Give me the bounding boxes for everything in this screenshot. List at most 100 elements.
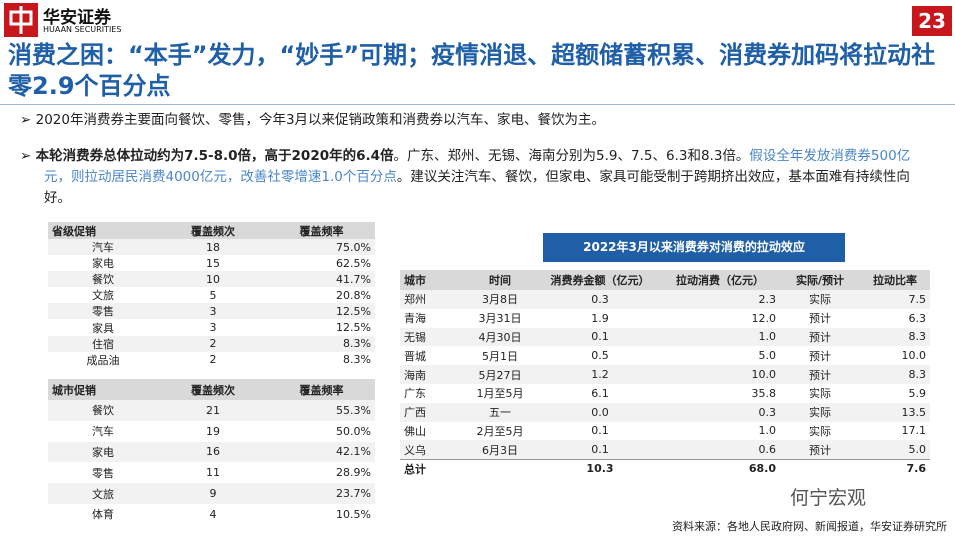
cell: 4月30日 (460, 327, 540, 347)
cell: 预计 (809, 312, 831, 326)
cell: 汽车 (92, 425, 114, 439)
cell: 18 (158, 239, 268, 256)
header-cell: 消费券金额（亿元） (540, 270, 660, 290)
cell: 汽车 (48, 239, 158, 256)
city-table: 城市促销 覆盖频次 覆盖频率 餐饮 21 55.3% 汽车 19 50.0% 家电 16 42.1% 零… (48, 379, 375, 525)
cell: 餐饮 (48, 400, 158, 421)
header-cell: 城市促销 (48, 379, 158, 400)
header-cell: 覆盖频次 (158, 222, 268, 239)
cell: 7.6 (906, 462, 927, 476)
cell: 5.0 (860, 440, 930, 460)
cell: 4 (209, 507, 217, 521)
cell: 文旅 (48, 483, 158, 504)
cell: 8.3% (343, 353, 371, 367)
cell: 15 (206, 256, 220, 270)
row: 海南 5月27日 1.2 10.0 预计 8.3 (400, 365, 930, 384)
row: 广西 五一 0.0 0.3 实际 13.5 (400, 402, 930, 422)
bullet-text: 2020年消费券主要面向餐饮、零售，今年3月以来促销政策和消费券以汽车、家电、餐… (35, 112, 606, 128)
header-cell: 覆盖频率 (268, 222, 375, 239)
cell: 餐饮 (48, 271, 158, 288)
header-cell: 省级促销 (48, 222, 158, 239)
cell: 11 (206, 466, 220, 480)
source: 资料来源：各地人民政府网、新闻报道，华安证券研究所 (672, 520, 947, 533)
cell: 实际 (809, 424, 831, 438)
row: 家具 3 12.5% (48, 319, 375, 335)
cell: 16 (158, 441, 268, 463)
cell: 42.1% (268, 441, 375, 463)
slide-title: 消费之困：“本手”发力，“妙手”可期；疫情消退、超额储蓄积累、消费券加码将拉动社… (8, 41, 936, 100)
cell: 住宿 (48, 335, 158, 352)
bullet-text: 。广东、郑州、无锡、海南分别为5.9、7.5、6.3和8.3倍。 (393, 148, 750, 164)
row: 汽车 19 50.0% (48, 421, 375, 442)
cell: 10.0 (901, 349, 927, 363)
cell: 3月8日 (460, 290, 540, 309)
row: 成品油 2 8.3% (48, 352, 375, 368)
cell: 零售 (92, 466, 114, 480)
cell: 3 (209, 321, 217, 335)
cell: 28.9% (336, 466, 371, 480)
cell: 12.0 (751, 311, 777, 325)
cell: 晋城 (404, 349, 426, 363)
row: 汽车 18 75.0% (48, 239, 375, 256)
cell: 0.3 (660, 402, 780, 422)
effect-table: 城市 时间 消费券金额（亿元） 拉动消费（亿元） 实际/预计 拉动比率 郑州 3月8日 0.3 2… (400, 270, 930, 478)
province-table: 省级促销 覆盖频次 覆盖频率 汽车 18 75.0% 家电 15 62.5% 餐饮 10 41.7% 文… (48, 222, 375, 368)
cell: 5月1日 (482, 349, 518, 363)
cell: 9 (158, 483, 268, 504)
row: 体育 4 10.5% (48, 504, 375, 525)
page-number: 23 (912, 6, 952, 36)
cell: 1.2 (540, 365, 660, 384)
cell: 1.0 (660, 327, 780, 347)
cell: 20.8% (336, 288, 371, 302)
cell: 50.0% (336, 424, 371, 438)
cell: 预计 (780, 440, 860, 460)
cell: 0.5 (591, 349, 609, 363)
header-row: 城市 时间 消费券金额（亿元） 拉动消费（亿元） 实际/预计 拉动比率 (400, 270, 930, 290)
cell: 62.5% (336, 256, 371, 270)
cell: 35.8 (751, 386, 777, 400)
cell: 2 (158, 335, 268, 352)
cell: 10.0 (660, 365, 780, 384)
watermark: 何宁宏观 (790, 487, 867, 509)
cell: 海南 (400, 365, 460, 384)
row: 广东 1月至5月 6.1 35.8 实际 5.9 (400, 384, 930, 403)
row: 餐饮 21 55.3% (48, 400, 375, 421)
bullet: ➢ 2020年消费券主要面向餐饮、零售，今年3月以来促销政策和消费券以汽车、家电… (20, 110, 934, 131)
cell: 5.0 (758, 349, 777, 363)
cell: 23.7% (268, 483, 375, 504)
cell: 郑州 (400, 290, 460, 309)
header-cell: 覆盖频次 (158, 379, 268, 400)
cell: 12.5% (336, 321, 371, 335)
header-row: 城市促销 覆盖频次 覆盖频率 (48, 379, 375, 400)
cell: 8.3 (860, 327, 930, 347)
cell: 五一 (460, 402, 540, 422)
header-cell: 城市 (400, 270, 460, 290)
cell: 实际 (780, 402, 860, 422)
bullet-marker: ➢ (20, 148, 36, 164)
logo-text: 华安证券 (43, 8, 111, 28)
logo-subtext: HUAAN SECURITIES (43, 25, 122, 34)
cell: 5.9 (908, 386, 927, 400)
row: 佛山 2月至5月 0.1 1.0 实际 17.1 (400, 422, 930, 441)
cell: 2 (209, 353, 217, 367)
cell: 佛山 (404, 424, 426, 438)
cell: 10.5% (336, 507, 371, 521)
bullet: ➢ 本轮消费券总体拉动约为7.5-8.0倍，高于2020年的6.4倍。广东、郑州… (20, 146, 934, 209)
cell: 19 (206, 424, 220, 438)
cell: 21 (158, 400, 268, 421)
cell: 无锡 (400, 327, 460, 347)
cell: 家具 (92, 321, 114, 335)
cell: 1月至5月 (476, 387, 524, 401)
bullet-marker: ➢ (20, 112, 36, 128)
header-row: 省级促销 覆盖频次 覆盖频率 (48, 222, 375, 239)
cell: 0.6 (660, 440, 780, 460)
cell: 8.3% (268, 335, 375, 352)
effect-table-title: 2022年3月以来消费券对消费的拉动效应 (543, 233, 845, 262)
row: 餐饮 10 41.7% (48, 271, 375, 288)
cell: 青海 (404, 312, 426, 326)
cell: 2.3 (660, 290, 780, 309)
cell: 8.3 (860, 365, 930, 384)
cell: 1.0 (758, 424, 777, 438)
bullet-text: 假设全年发放消费券500亿元，则拉动居民消费4000亿元，改善社零增速1.0个百… (44, 148, 911, 185)
cell: 实际 (780, 290, 860, 309)
